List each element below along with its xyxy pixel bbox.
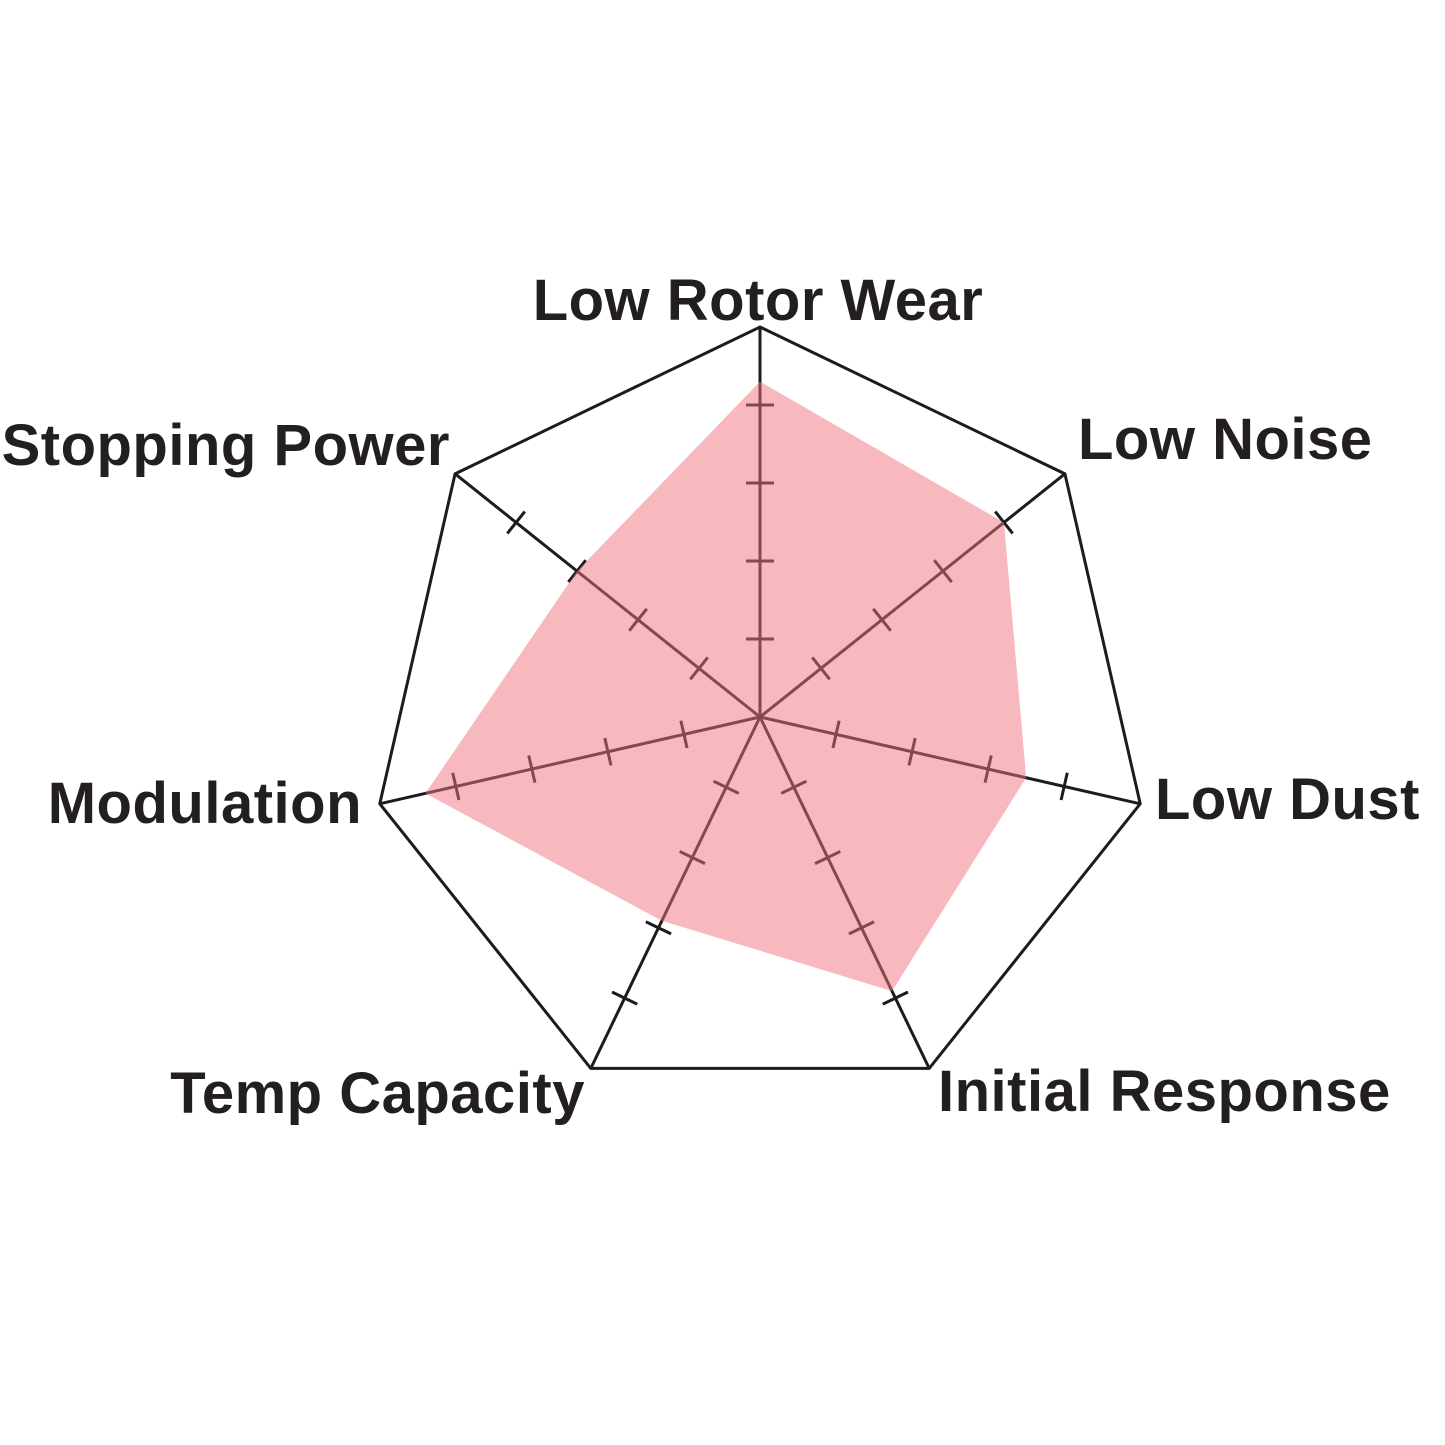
heptagon-outline [378,325,1142,1070]
data-polygon [425,381,1027,992]
axis-label-initial-response: Initial Response [938,1059,1391,1124]
axis-label-modulation: Modulation [47,771,362,836]
axis-label-stopping-power: Stopping Power [1,413,450,478]
axis-label-temp-capacity: Temp Capacity [170,1061,585,1126]
axis-label-low-noise: Low Noise [1078,407,1373,472]
axis-label-low-dust: Low Dust [1155,767,1420,832]
axis-label-low-rotor-wear: Low Rotor Wear [532,268,984,333]
